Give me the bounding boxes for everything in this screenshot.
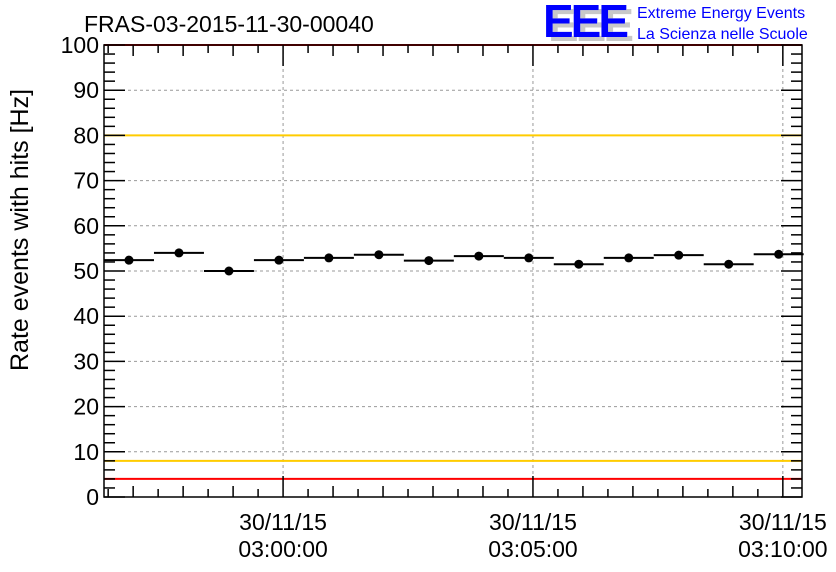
y-tick-label: 10 xyxy=(73,439,99,465)
data-point xyxy=(674,250,684,260)
x-tick-date-label: 30/11/15 xyxy=(239,509,327,535)
data-point xyxy=(724,259,734,269)
data-point xyxy=(774,249,784,259)
data-point xyxy=(474,251,484,261)
x-tick-time-label: 03:10:00 xyxy=(738,536,828,562)
logo-line1: Extreme Energy Events xyxy=(637,5,805,22)
data-point xyxy=(574,259,584,269)
y-tick-label: 60 xyxy=(73,213,99,239)
x-tick-date-label: 30/11/15 xyxy=(739,509,827,535)
data-point xyxy=(174,248,184,258)
logo-line2: La Scienza nelle Scuole xyxy=(637,26,808,43)
data-point xyxy=(624,253,634,263)
data-point xyxy=(124,255,134,265)
data-point xyxy=(424,256,434,266)
data-point xyxy=(274,255,284,265)
y-tick-label: 0 xyxy=(86,484,99,510)
chart-title: FRAS-03-2015-11-30-00040 xyxy=(84,11,374,37)
x-tick-date-label: 30/11/15 xyxy=(489,509,577,535)
y-tick-label: 70 xyxy=(73,168,99,194)
data-point xyxy=(324,253,334,263)
y-axis-label: Rate events with hits [Hz] xyxy=(6,89,34,371)
x-tick-time-label: 03:00:00 xyxy=(238,536,328,562)
y-tick-label: 50 xyxy=(73,258,99,284)
y-tick-label: 90 xyxy=(73,77,99,103)
data-point xyxy=(224,266,234,276)
logo-letters: EEE xyxy=(543,0,627,47)
y-tick-label: 20 xyxy=(73,394,99,420)
y-tick-label: 100 xyxy=(61,32,99,58)
y-tick-label: 30 xyxy=(73,348,99,374)
y-tick-label: 80 xyxy=(73,122,99,148)
x-tick-time-label: 03:05:00 xyxy=(488,536,578,562)
eee-logo: EEE Extreme Energy Events La Scienza nel… xyxy=(543,0,808,47)
y-tick-label: 40 xyxy=(73,303,99,329)
data-point xyxy=(374,250,384,260)
data-point xyxy=(524,253,534,263)
